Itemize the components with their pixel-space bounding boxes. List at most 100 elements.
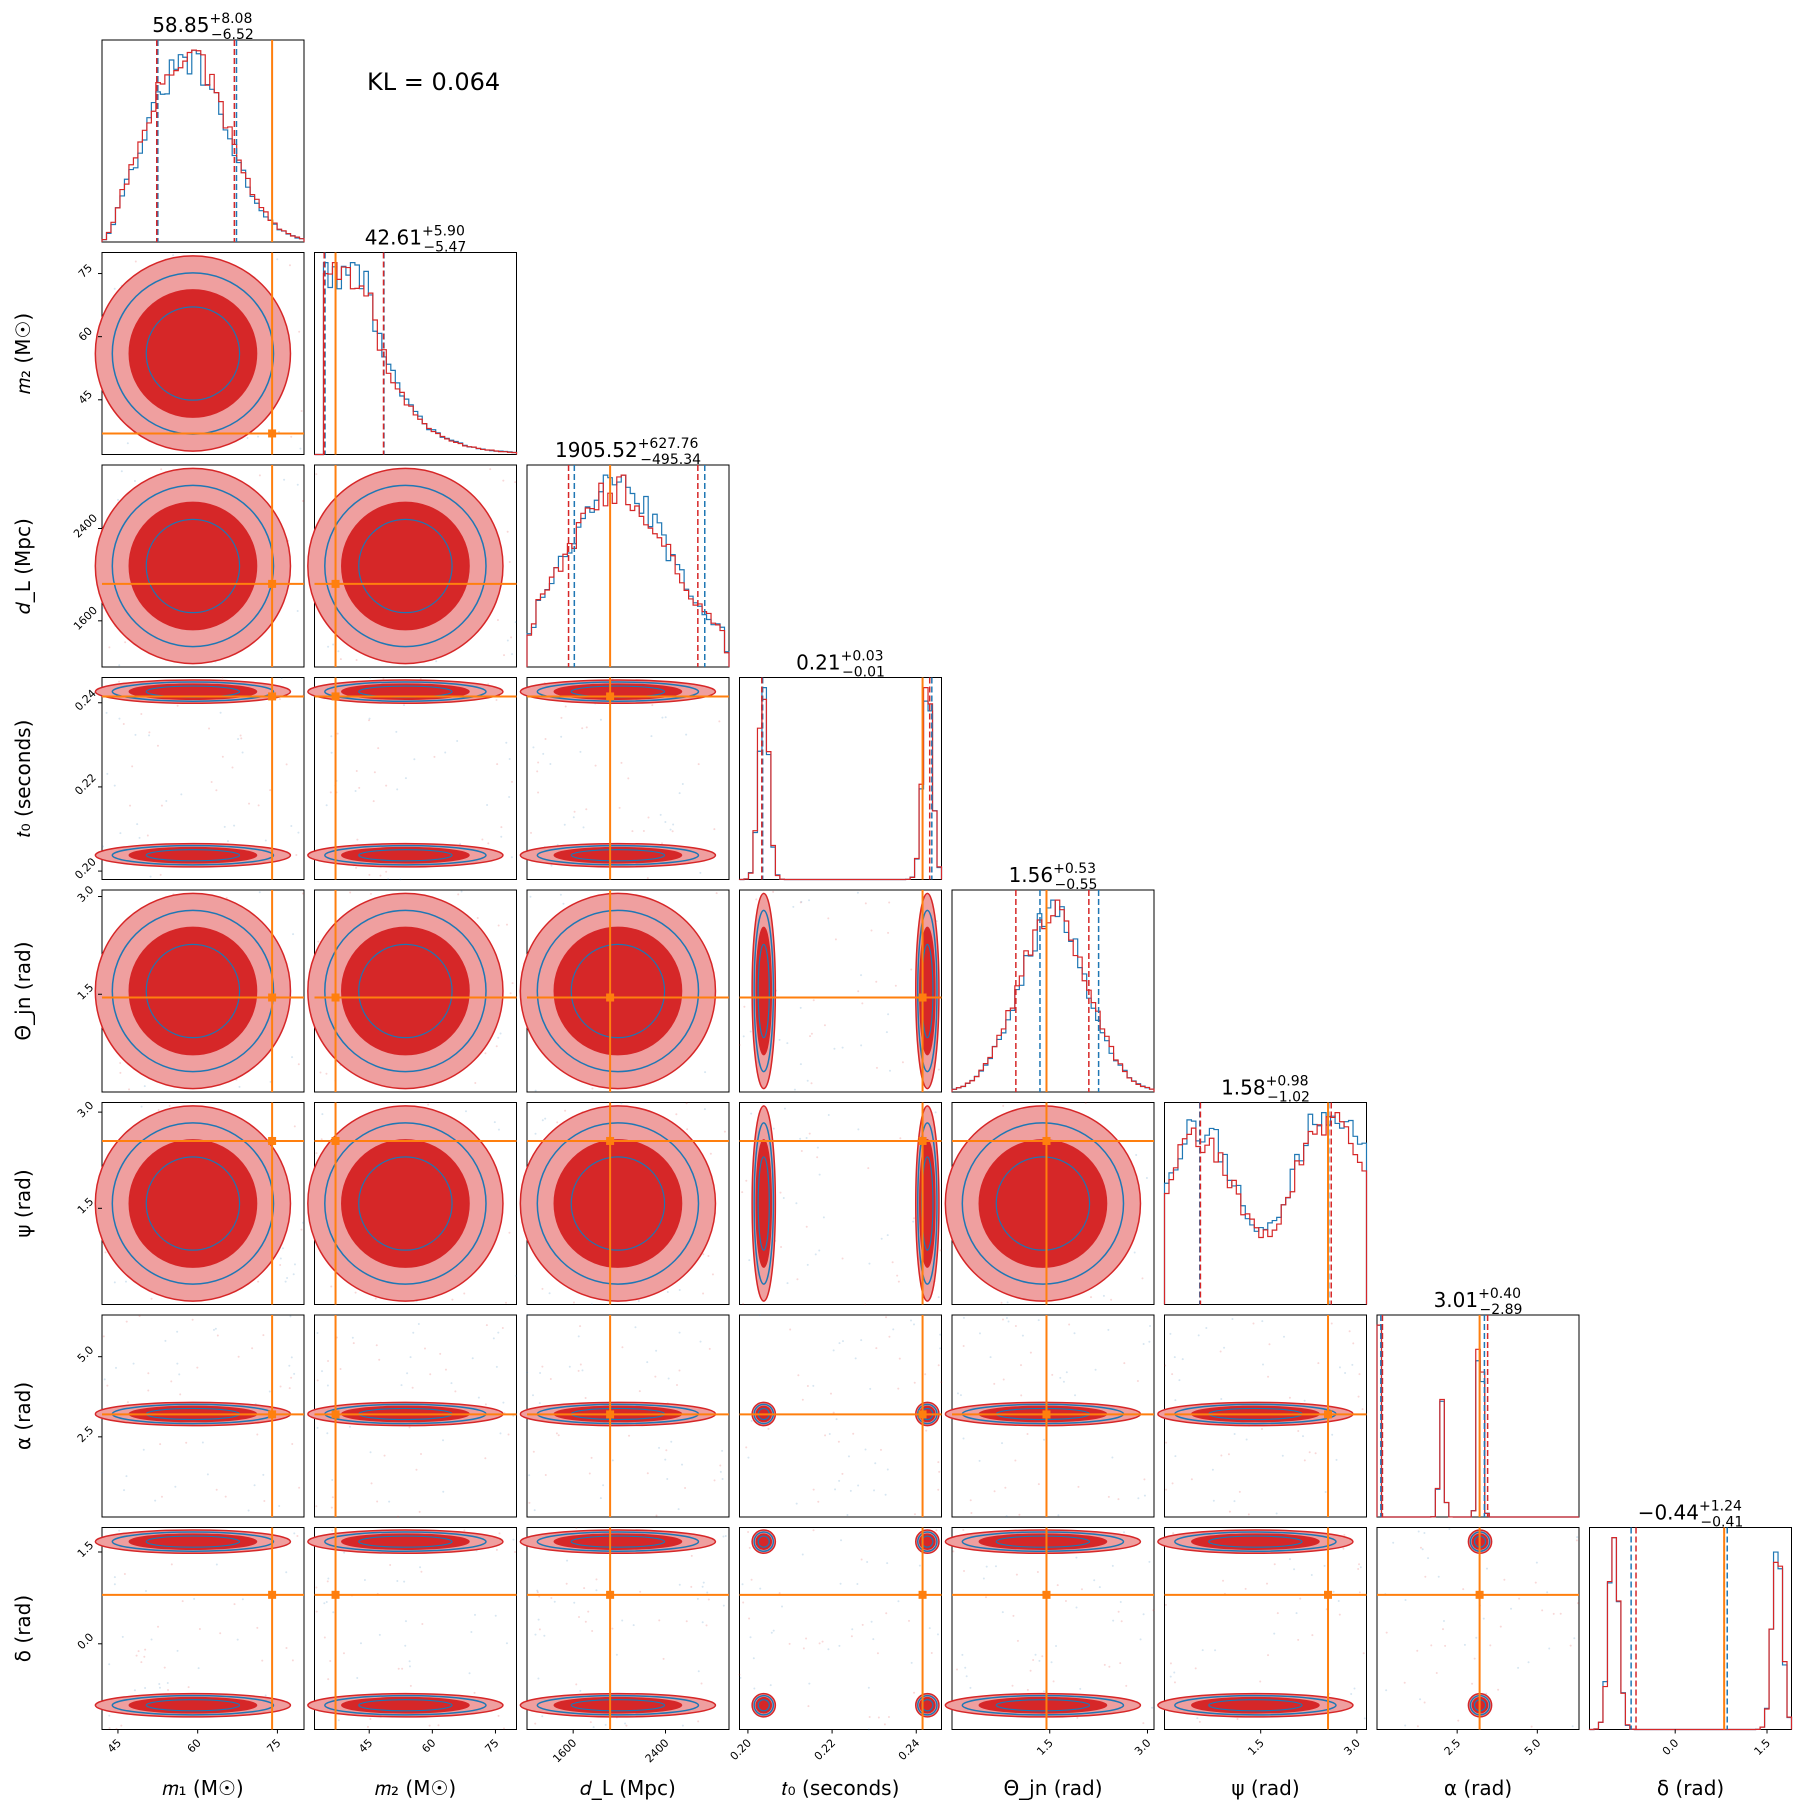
scatter-point xyxy=(1002,1104,1005,1107)
scatter-point xyxy=(647,816,650,819)
scatter-point xyxy=(514,1551,517,1554)
scatter-point xyxy=(937,1364,940,1367)
scatter-point xyxy=(148,731,151,734)
scatter-point xyxy=(421,1623,424,1626)
scatter-point xyxy=(1165,1488,1168,1491)
scatter-point xyxy=(1212,1499,1215,1502)
scatter-point xyxy=(136,823,139,826)
scatter-point xyxy=(939,1347,942,1350)
scatter-point xyxy=(137,1650,140,1653)
scatter-point xyxy=(548,1292,551,1295)
scatter-point xyxy=(885,1612,888,1615)
scatter-point xyxy=(118,717,121,720)
scatter-point xyxy=(563,823,566,826)
scatter-point xyxy=(315,1152,318,1155)
scatter-point xyxy=(909,1319,912,1322)
scatter-point xyxy=(124,1280,127,1283)
scatter-point xyxy=(176,1330,179,1333)
scatter-point xyxy=(356,838,359,841)
scatter-point xyxy=(363,1579,366,1582)
ylabel-delta: δ (rad) xyxy=(11,1595,35,1662)
scatter-point xyxy=(501,1327,504,1330)
scatter-point xyxy=(1123,1362,1126,1365)
contour-blue xyxy=(111,1122,275,1285)
scatter-point xyxy=(750,1578,753,1581)
scatter-point xyxy=(124,641,127,644)
scatter-point xyxy=(237,1355,240,1358)
scatter-point xyxy=(514,621,517,624)
scatter-point xyxy=(861,1623,864,1626)
scatter-point xyxy=(748,1546,751,1549)
scatter-point xyxy=(670,1440,673,1443)
scatter-point xyxy=(332,643,335,646)
scatter-point xyxy=(696,1597,699,1600)
scatter-point xyxy=(959,1394,962,1397)
scatter-point xyxy=(404,1620,407,1623)
scatter-point xyxy=(742,1303,745,1306)
scatter-point xyxy=(508,795,511,798)
panel-psi-dL xyxy=(519,1102,730,1306)
scatter-point xyxy=(814,1253,817,1256)
scatter-point xyxy=(1473,1657,1476,1660)
scatter-point xyxy=(459,843,462,846)
scatter-point xyxy=(1342,1547,1345,1550)
ytick-label: 3.0 xyxy=(75,883,97,905)
scatter-point xyxy=(1297,1429,1300,1432)
scatter-point xyxy=(1143,1494,1146,1497)
scatter-point xyxy=(856,1582,859,1585)
scatter-point xyxy=(1152,1609,1155,1612)
scatter-point xyxy=(590,1456,593,1459)
panel-theta-m2 xyxy=(307,889,517,1093)
scatter-point xyxy=(505,741,508,744)
contour-inner xyxy=(341,926,470,1056)
scatter-point xyxy=(891,1261,894,1264)
scatter-point xyxy=(1404,1724,1407,1727)
scatter-point xyxy=(508,561,511,564)
scatter-point xyxy=(140,1661,143,1664)
scatter-point xyxy=(1573,1637,1576,1640)
scatter-point xyxy=(722,1535,725,1538)
scatter-point xyxy=(538,1595,541,1598)
panel-delta-m2: 45 60 75 xyxy=(307,1527,517,1756)
scatter-point xyxy=(1164,1364,1167,1367)
scatter-point xyxy=(1350,1693,1353,1696)
ytick-label: 1.5 xyxy=(75,1195,97,1217)
scatter-point xyxy=(767,1427,770,1430)
scatter-point xyxy=(172,254,175,257)
xtick-label: 0.24 xyxy=(896,1736,923,1763)
scatter-point xyxy=(131,765,134,768)
scatter-point xyxy=(543,1634,546,1637)
scatter-point xyxy=(702,1253,705,1256)
scatter-point xyxy=(742,1601,745,1604)
scatter-point xyxy=(108,1714,111,1717)
scatter-point xyxy=(439,1352,442,1355)
scatter-point xyxy=(1442,1628,1445,1631)
scatter-point xyxy=(1419,1698,1422,1701)
scatter-point xyxy=(1125,1684,1128,1687)
scatter-point xyxy=(216,1334,219,1337)
scatter-point xyxy=(1517,1666,1520,1669)
scatter-point xyxy=(809,1035,812,1038)
scatter-point xyxy=(690,1585,693,1588)
scatter-point xyxy=(219,711,222,714)
scatter-point xyxy=(1338,1366,1341,1369)
scatter-point xyxy=(970,1511,973,1514)
scatter-point xyxy=(937,1461,940,1464)
scatter-point xyxy=(1016,1639,1019,1642)
scatter-point xyxy=(700,1682,703,1685)
scatter-point xyxy=(290,1356,293,1359)
scatter-point xyxy=(474,1081,477,1084)
scatter-point xyxy=(894,984,897,987)
scatter-point xyxy=(1012,1614,1015,1617)
contour-blue xyxy=(1174,1694,1337,1716)
scatter-point xyxy=(812,999,815,1002)
scatter-point xyxy=(180,793,183,796)
xlabel-m1: 𝑚₁ (M☉) xyxy=(162,1776,243,1800)
scatter-point xyxy=(1252,1322,1255,1325)
scatter-point xyxy=(368,717,371,720)
scatter-point xyxy=(577,1369,580,1372)
scatter-point xyxy=(212,1328,215,1331)
scatter-point xyxy=(1205,1327,1208,1330)
scatter-point xyxy=(358,786,361,789)
scatter-point xyxy=(748,1617,751,1620)
